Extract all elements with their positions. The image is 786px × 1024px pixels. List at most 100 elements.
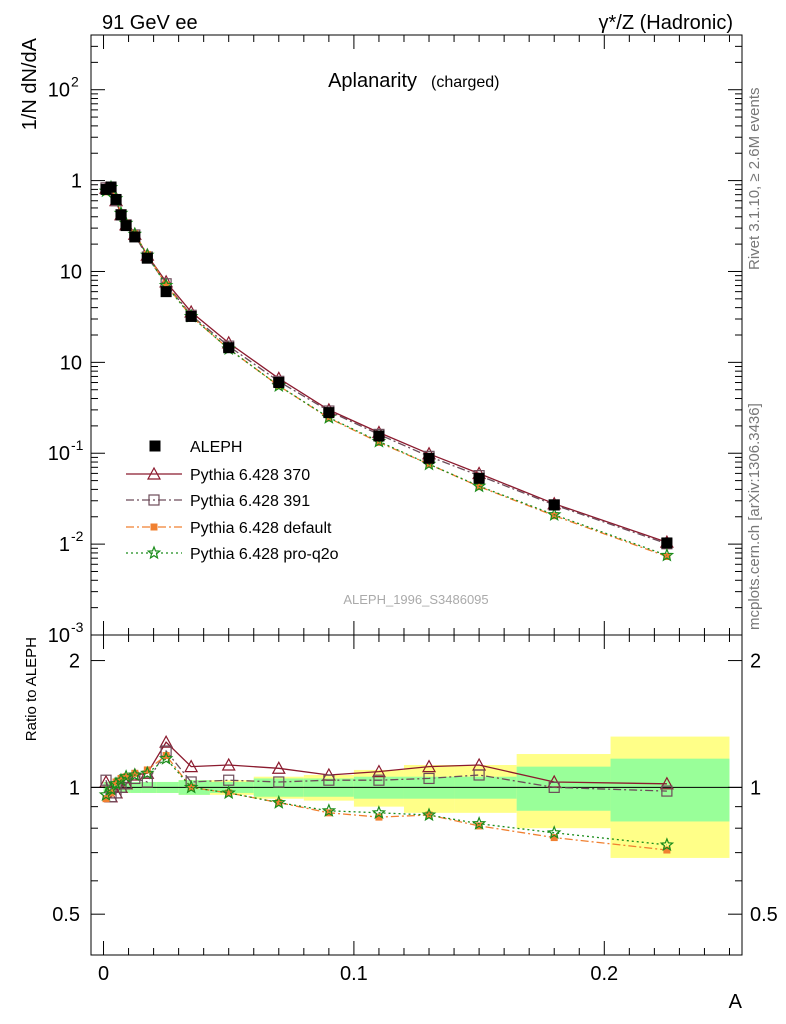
- legend-label: Pythia 6.428 default: [190, 520, 332, 537]
- legend-marker: [146, 466, 162, 480]
- ratio-point: [546, 825, 562, 840]
- main-panel-series: [98, 179, 675, 562]
- data-point: [473, 472, 485, 484]
- series-point: [375, 438, 383, 446]
- ratio-point: [422, 759, 437, 773]
- chart-title: Aplanarity: [328, 70, 417, 92]
- band-inner: [516, 766, 611, 811]
- data-point: [110, 193, 122, 205]
- data-point: [273, 377, 285, 389]
- ratio-tick-label-right: 1: [750, 777, 761, 799]
- legend-marker: [150, 523, 158, 531]
- y-tick-exponent: -3: [71, 619, 84, 635]
- ratio-series-3: [98, 751, 675, 852]
- rivet-label: Rivet 3.1.10, ≥ 2.6M events: [746, 87, 763, 271]
- ratio-point: [271, 761, 286, 774]
- ratio-point: [127, 767, 143, 782]
- x-axis-label: A: [729, 991, 743, 1013]
- mcplots-label: mcplots.cern.ch [arXiv:1306.3436]: [746, 403, 763, 630]
- series-2: [102, 184, 671, 560]
- ratio-point: [143, 766, 151, 774]
- ratio-panel-series: [98, 734, 675, 854]
- ratio-point: [108, 776, 124, 790]
- x-tick-label: 0.2: [590, 963, 618, 985]
- x-tick-label: 0: [98, 963, 109, 985]
- legend-marker: [148, 494, 160, 506]
- aleph-data-points: [100, 181, 673, 549]
- ratio-point: [184, 759, 199, 773]
- ratio-point: [375, 813, 383, 821]
- y-tick-label: 10: [48, 80, 70, 102]
- ratio-point: [225, 789, 233, 797]
- data-point: [115, 209, 127, 221]
- series-0: [99, 180, 674, 548]
- ratio-point: [659, 837, 675, 852]
- ratio-point: [183, 779, 199, 794]
- uncertainty-bands: [91, 736, 742, 858]
- data-point: [223, 342, 235, 354]
- ratio-point: [661, 785, 673, 797]
- y-tick-label: 1: [71, 171, 82, 193]
- ratio-point: [100, 774, 112, 786]
- ratio-line: [105, 749, 667, 798]
- ratio-axis-label: Ratio to ALEPH: [23, 637, 40, 741]
- ratio-point: [223, 774, 235, 786]
- ratio-point: [663, 846, 671, 854]
- legend-marker: [149, 440, 161, 452]
- data-point: [105, 181, 117, 193]
- ratio-point: [550, 834, 558, 842]
- ratio-point: [117, 774, 125, 782]
- y-tick-label: 1: [59, 534, 70, 556]
- ratio-point: [321, 803, 337, 817]
- series-line: [105, 187, 668, 558]
- ratio-point: [122, 773, 130, 781]
- ratio-point: [131, 769, 139, 777]
- data-point: [120, 220, 132, 232]
- ratio-point: [371, 805, 387, 820]
- data-point: [141, 252, 153, 264]
- ratio-point: [273, 776, 285, 788]
- analysis-id: ALEPH_1996_S3486095: [343, 592, 488, 607]
- series-point: [550, 512, 558, 520]
- x-tick-label: 0.1: [340, 963, 368, 985]
- ratio-point: [141, 776, 153, 788]
- ratio-line: [105, 757, 667, 846]
- y-tick-exponent: -1: [71, 437, 84, 453]
- ratio-point: [275, 799, 283, 807]
- ratio-point: [421, 807, 437, 822]
- ratio-point: [371, 764, 386, 778]
- ratio-point: [112, 778, 120, 786]
- ratio-point: [159, 734, 174, 748]
- ratio-point: [158, 751, 174, 765]
- y-tick-label: 10: [60, 352, 82, 374]
- ratio-point: [659, 776, 674, 790]
- ratio-point: [162, 752, 170, 760]
- data-point: [129, 231, 141, 243]
- ratio-point: [221, 785, 236, 800]
- legend: ALEPH Pythia 6.428 370 Pythia 6.428 391 Pyt…: [126, 439, 339, 563]
- ratio-point: [102, 795, 110, 803]
- header-right: γ*/Z (Hadronic): [599, 12, 733, 34]
- data-point: [423, 452, 435, 464]
- legend-label: Pythia 6.428 391: [190, 493, 310, 510]
- y-tick-label: 10: [48, 625, 70, 647]
- ratio-point: [221, 757, 236, 771]
- ratio-point: [473, 769, 485, 781]
- series-1: [100, 182, 673, 550]
- ratio-point: [548, 781, 560, 793]
- ratio-tick-label-right: 2: [750, 651, 761, 673]
- ratio-point: [373, 774, 385, 786]
- data-point: [373, 430, 385, 442]
- ratio-point: [113, 772, 129, 787]
- chart-subtitle: (charged): [431, 74, 499, 91]
- legend-marker: [146, 545, 162, 560]
- data-point: [323, 407, 335, 419]
- ratio-point: [140, 765, 155, 780]
- data-point: [160, 286, 172, 298]
- y-tick-label: 10: [48, 443, 70, 465]
- ratio-point: [271, 794, 287, 809]
- y-tick-exponent: -2: [71, 528, 84, 544]
- y-tick-label: 10: [60, 261, 82, 283]
